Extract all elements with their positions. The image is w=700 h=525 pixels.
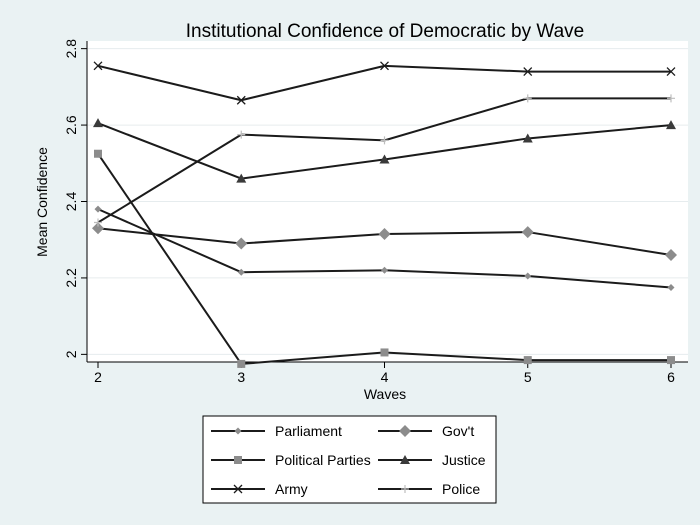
data-point xyxy=(380,61,389,71)
data-point xyxy=(94,205,102,213)
data-point xyxy=(235,237,248,250)
data-point xyxy=(666,67,676,77)
legend-marker xyxy=(399,425,411,437)
data-point xyxy=(524,272,532,280)
y-tick-label: 2.6 xyxy=(63,115,79,135)
data-point xyxy=(92,222,104,235)
data-point xyxy=(94,149,102,158)
data-point xyxy=(379,154,390,164)
legend: Parliament Gov't Political Parties Justice A… xyxy=(202,415,497,504)
legend-item: Army xyxy=(211,481,308,497)
legend-marker xyxy=(233,484,243,494)
legend-label: Gov't xyxy=(442,423,474,439)
data-point xyxy=(94,218,102,227)
data-point xyxy=(93,61,103,71)
data-point xyxy=(523,94,532,103)
data-point xyxy=(236,173,247,183)
data-point xyxy=(667,283,675,291)
data-point xyxy=(237,130,246,139)
legend-item: Justice xyxy=(378,452,486,468)
series-gov-t xyxy=(92,222,677,261)
legend-item: Police xyxy=(378,481,480,497)
y-tick-label: 2.2 xyxy=(63,268,79,288)
data-point xyxy=(236,95,246,105)
legend-item: Gov't xyxy=(378,423,474,439)
y-axis-label: Mean Confidence xyxy=(34,147,50,257)
legend-item: Political Parties xyxy=(211,452,371,468)
data-point xyxy=(523,67,533,77)
series-justice xyxy=(93,118,676,183)
data-point xyxy=(237,268,245,276)
legend-label: Political Parties xyxy=(275,452,371,468)
x-tick-label: 6 xyxy=(667,369,675,385)
y-ticks: 2 2.2 2.4 2.6 2.8 xyxy=(63,39,87,358)
legend-item: Parliament xyxy=(211,423,342,439)
y-tick-label: 2 xyxy=(63,350,79,358)
data-point xyxy=(667,94,675,103)
data-point xyxy=(378,227,391,240)
data-point xyxy=(522,133,533,143)
legend-marker xyxy=(234,427,242,435)
legend-label: Justice xyxy=(442,452,486,468)
series-group xyxy=(92,61,677,368)
data-point xyxy=(665,249,677,261)
data-point xyxy=(521,226,534,239)
legend-marker xyxy=(400,455,410,464)
series-political-parties xyxy=(94,149,675,368)
x-tick-label: 3 xyxy=(237,369,245,385)
y-tick-label: 2.8 xyxy=(63,39,79,59)
x-tick-label: 2 xyxy=(94,369,102,385)
data-point xyxy=(523,356,532,365)
data-point xyxy=(93,118,103,128)
x-axis-label: Waves xyxy=(364,386,406,402)
legend-label: Army xyxy=(275,481,308,497)
y-tick-label: 2.4 xyxy=(63,192,79,212)
data-point xyxy=(666,120,676,130)
series-police xyxy=(94,94,675,227)
legend-label: Parliament xyxy=(275,423,342,439)
legend-label: Police xyxy=(442,481,480,497)
data-point xyxy=(381,266,388,274)
data-point xyxy=(380,348,389,357)
series-parliament xyxy=(94,205,675,291)
data-point xyxy=(667,356,675,365)
series-army xyxy=(93,61,676,105)
legend-marker xyxy=(401,485,409,493)
data-point xyxy=(237,359,246,368)
x-tick-label: 4 xyxy=(381,369,389,385)
x-tick-label: 5 xyxy=(524,369,532,385)
legend-marker xyxy=(234,456,242,464)
chart-title: Institutional Confidence of Democratic b… xyxy=(186,21,584,42)
data-point xyxy=(380,136,389,145)
